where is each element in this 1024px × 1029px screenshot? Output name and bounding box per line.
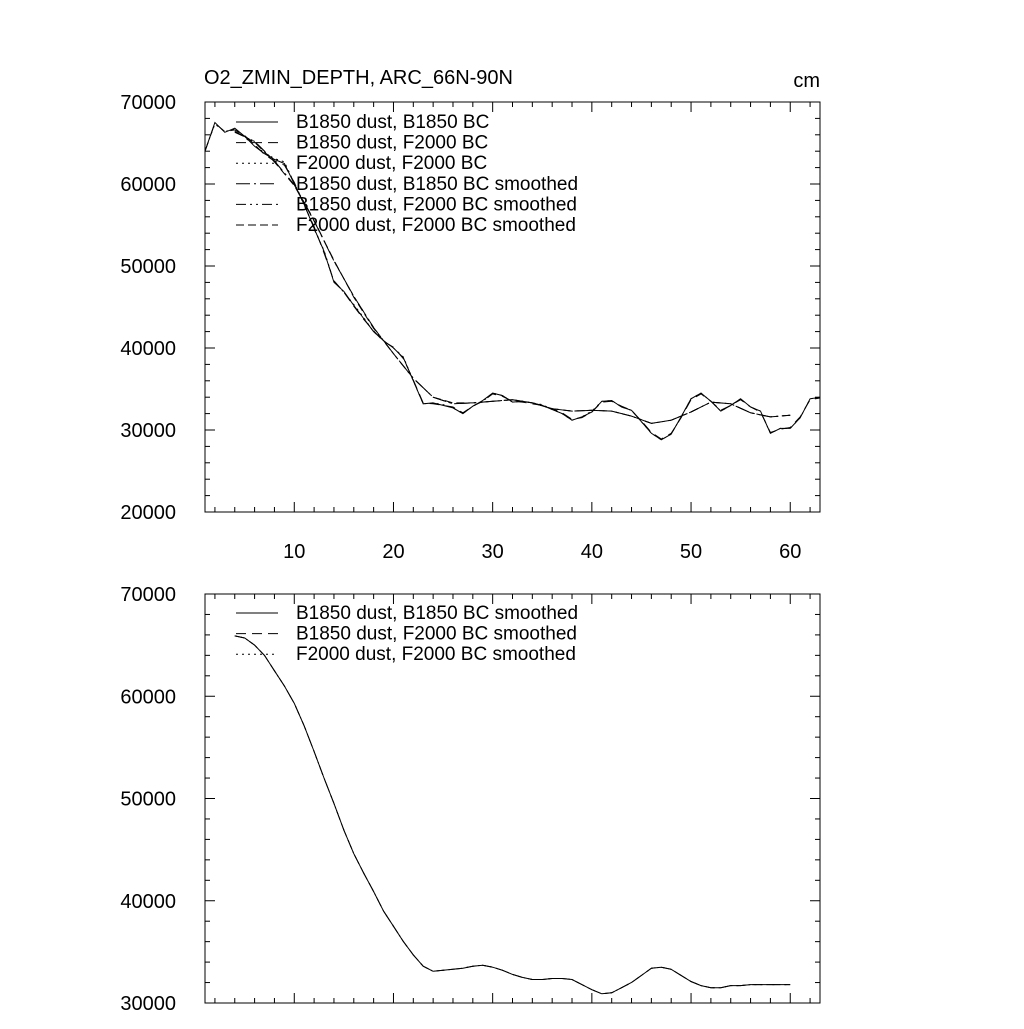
legend-label: F2000 dust, F2000 BC smoothed xyxy=(296,215,576,236)
y-tick-label: 70000 xyxy=(120,584,176,606)
x-tick-label: 60 xyxy=(779,541,801,563)
y-tick-label: 20000 xyxy=(120,502,176,524)
series-line xyxy=(234,635,791,995)
y-tick-label: 30000 xyxy=(120,993,176,1015)
y-tick-label: 70000 xyxy=(120,92,176,114)
legend-label: B1850 dust, F2000 BC smoothed xyxy=(296,194,577,215)
legend-label: B1850 dust, B1850 BC smoothed xyxy=(296,603,578,624)
x-tick-label: 10 xyxy=(283,541,305,563)
legend-label: B1850 dust, B1850 BC xyxy=(296,112,489,133)
legend-label: B1850 dust, B1850 BC smoothed xyxy=(296,174,578,195)
legend-label: F2000 dust, F2000 BC xyxy=(296,153,487,174)
x-tick-label: 50 xyxy=(680,541,702,563)
series-line xyxy=(234,131,791,424)
y-tick-label: 50000 xyxy=(120,256,176,278)
top-panel: 10 20 30 40 50 60 20000 30000 40000 50000 60000 700… xyxy=(120,92,821,563)
y-tick-label: 50000 xyxy=(120,789,176,811)
y-tick-label: 40000 xyxy=(120,338,176,360)
legend-label: F2000 dust, F2000 BC smoothed xyxy=(296,644,576,665)
legend-label: B1850 dust, F2000 BC xyxy=(296,133,488,154)
series-line xyxy=(234,635,791,995)
x-tick-label: 20 xyxy=(382,541,404,563)
y-tick-label: 60000 xyxy=(120,174,176,196)
y-tick-label: 40000 xyxy=(120,891,176,913)
units-label: cm xyxy=(793,70,820,92)
series-line xyxy=(234,635,791,995)
x-tick-label: 30 xyxy=(482,541,504,563)
chart-title: O2_ZMIN_DEPTH, ARC_66N-90N xyxy=(204,67,513,89)
x-tick-label: 40 xyxy=(581,541,603,563)
series-line xyxy=(204,122,821,440)
legend-label: B1850 dust, F2000 BC smoothed xyxy=(296,624,577,645)
bottom-panel: 30000 40000 50000 60000 70000 B1850 dust, B18… xyxy=(120,584,821,1015)
y-tick-label: 60000 xyxy=(120,686,176,708)
y-tick-label: 30000 xyxy=(120,420,176,442)
